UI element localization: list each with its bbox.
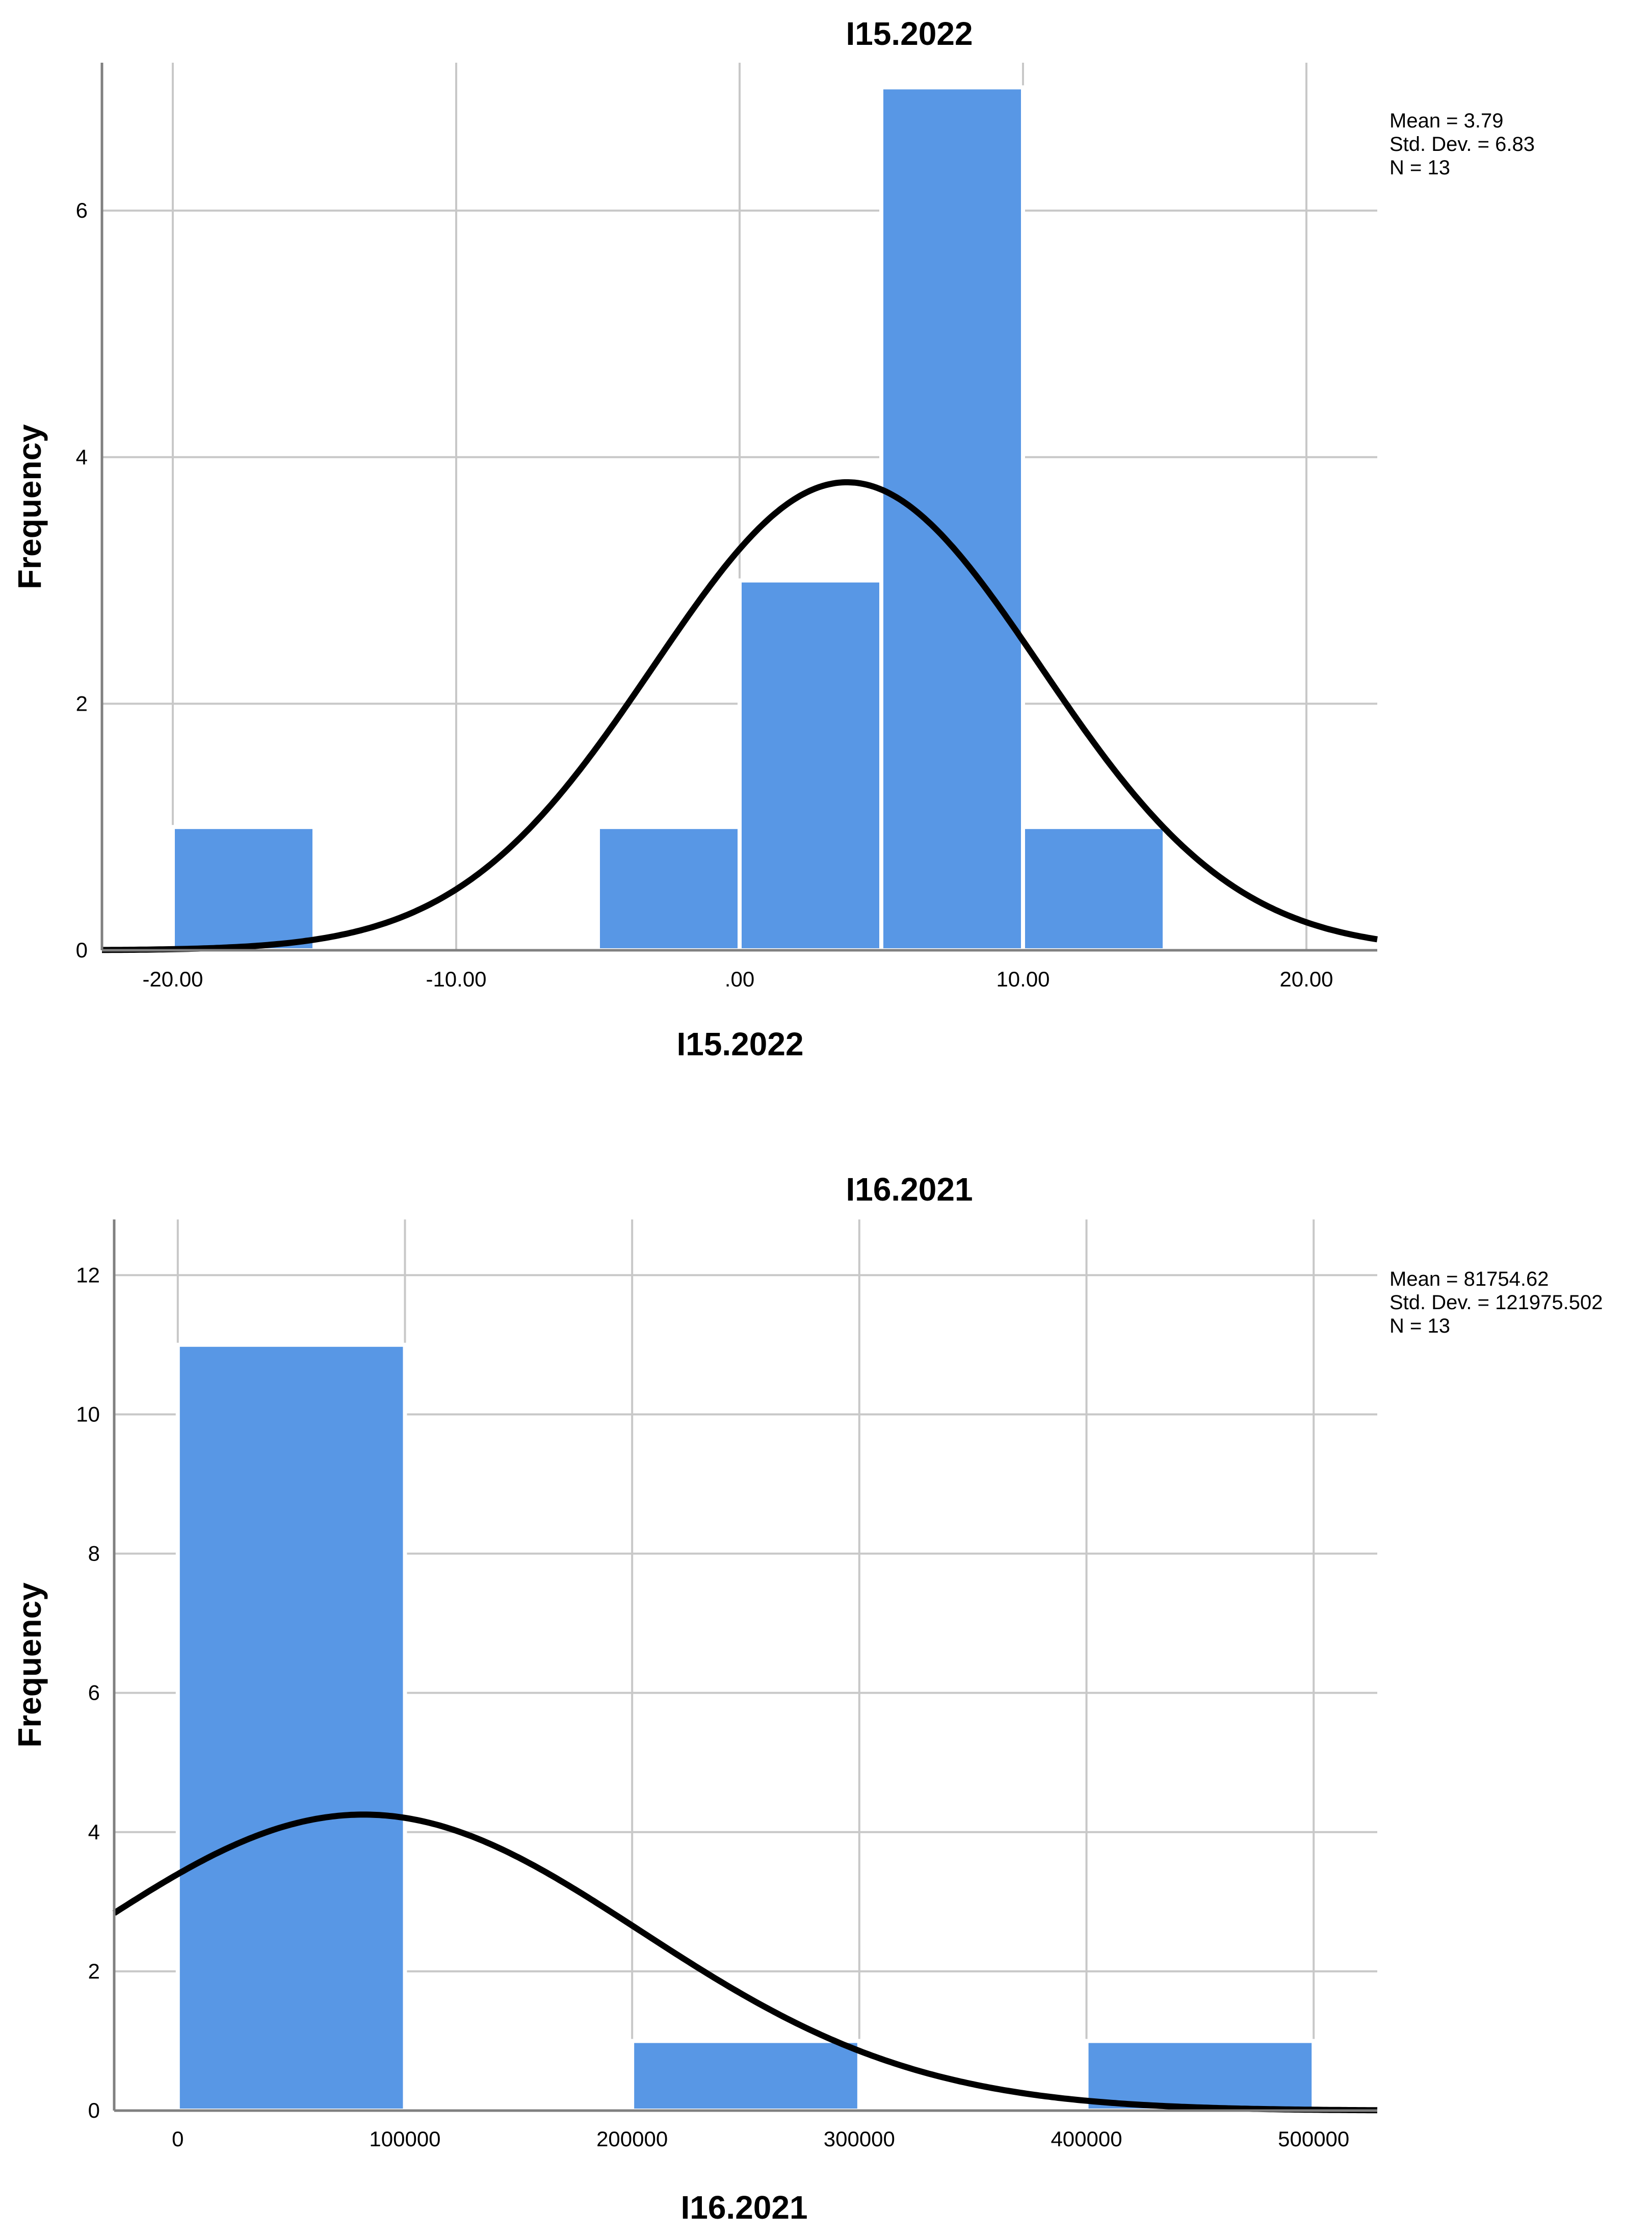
- y-tick-label: 4: [88, 1820, 100, 1844]
- stats-text: Std. Dev. = 121975.502: [1389, 1291, 1603, 1314]
- chart-title: I15.2022: [846, 15, 973, 52]
- histogram-bar: [1084, 2039, 1316, 2113]
- y-axis-label: Frequency: [11, 424, 48, 589]
- histogram-bar: [171, 825, 317, 953]
- chart-title: I16.2021: [846, 1171, 973, 1208]
- x-axis-label: I15.2022: [676, 1026, 803, 1062]
- y-tick-label: 2: [76, 691, 88, 715]
- x-tick-label: 100000: [369, 2127, 440, 2151]
- x-tick-label: 200000: [596, 2127, 668, 2151]
- x-tick-label: 20.00: [1279, 967, 1333, 991]
- x-tick-label: 300000: [824, 2127, 895, 2151]
- y-axis-label: Frequency: [11, 1582, 48, 1748]
- y-tick-label: 4: [76, 445, 88, 469]
- y-tick-label: 10: [76, 1402, 100, 1426]
- histogram-bar: [596, 825, 742, 953]
- y-tick-label: 0: [76, 938, 88, 962]
- y-tick-label: 8: [88, 1542, 100, 1566]
- x-tick-label: -20.00: [142, 967, 203, 991]
- histogram-bar: [630, 2039, 861, 2113]
- normal-curve: [102, 479, 1378, 953]
- y-tick-label: 6: [76, 198, 88, 222]
- histogram-bar: [175, 1342, 407, 2113]
- y-tick-label: 6: [88, 1681, 100, 1705]
- histogram-bar: [1021, 825, 1167, 953]
- stats-text: Std. Dev. = 6.83: [1389, 133, 1535, 155]
- x-tick-label: 10.00: [996, 967, 1050, 991]
- x-tick-label: .00: [725, 967, 754, 991]
- stats-text: Mean = 3.79: [1389, 110, 1504, 132]
- stats-text: N = 13: [1389, 157, 1450, 179]
- x-tick-label: 500000: [1278, 2127, 1349, 2151]
- stats-text: N = 13: [1389, 1315, 1450, 1337]
- x-tick-label: 0: [172, 2127, 183, 2151]
- y-tick-label: 12: [76, 1263, 100, 1287]
- histogram-chart-1: -20.00 -10.00 .00 10.00 20.00 0 2 4 6 I15.2022 I15…: [11, 15, 1535, 1062]
- x-tick-label: -10.00: [426, 967, 486, 991]
- x-axis-label: I16.2021: [680, 2189, 807, 2226]
- y-tick-label: 2: [88, 1959, 100, 1983]
- x-tick-label: 400000: [1051, 2127, 1122, 2151]
- normal-curve: [112, 1811, 1378, 2114]
- histogram-bar: [879, 85, 1025, 953]
- stats-text: Mean = 81754.62: [1389, 1268, 1549, 1290]
- histogram-chart-2: 0 100000 200000 300000 400000 500000 0 2 4 6 8 10 12…: [11, 1171, 1603, 2226]
- y-tick-label: 0: [88, 2098, 100, 2122]
- histogram-bar: [738, 578, 883, 953]
